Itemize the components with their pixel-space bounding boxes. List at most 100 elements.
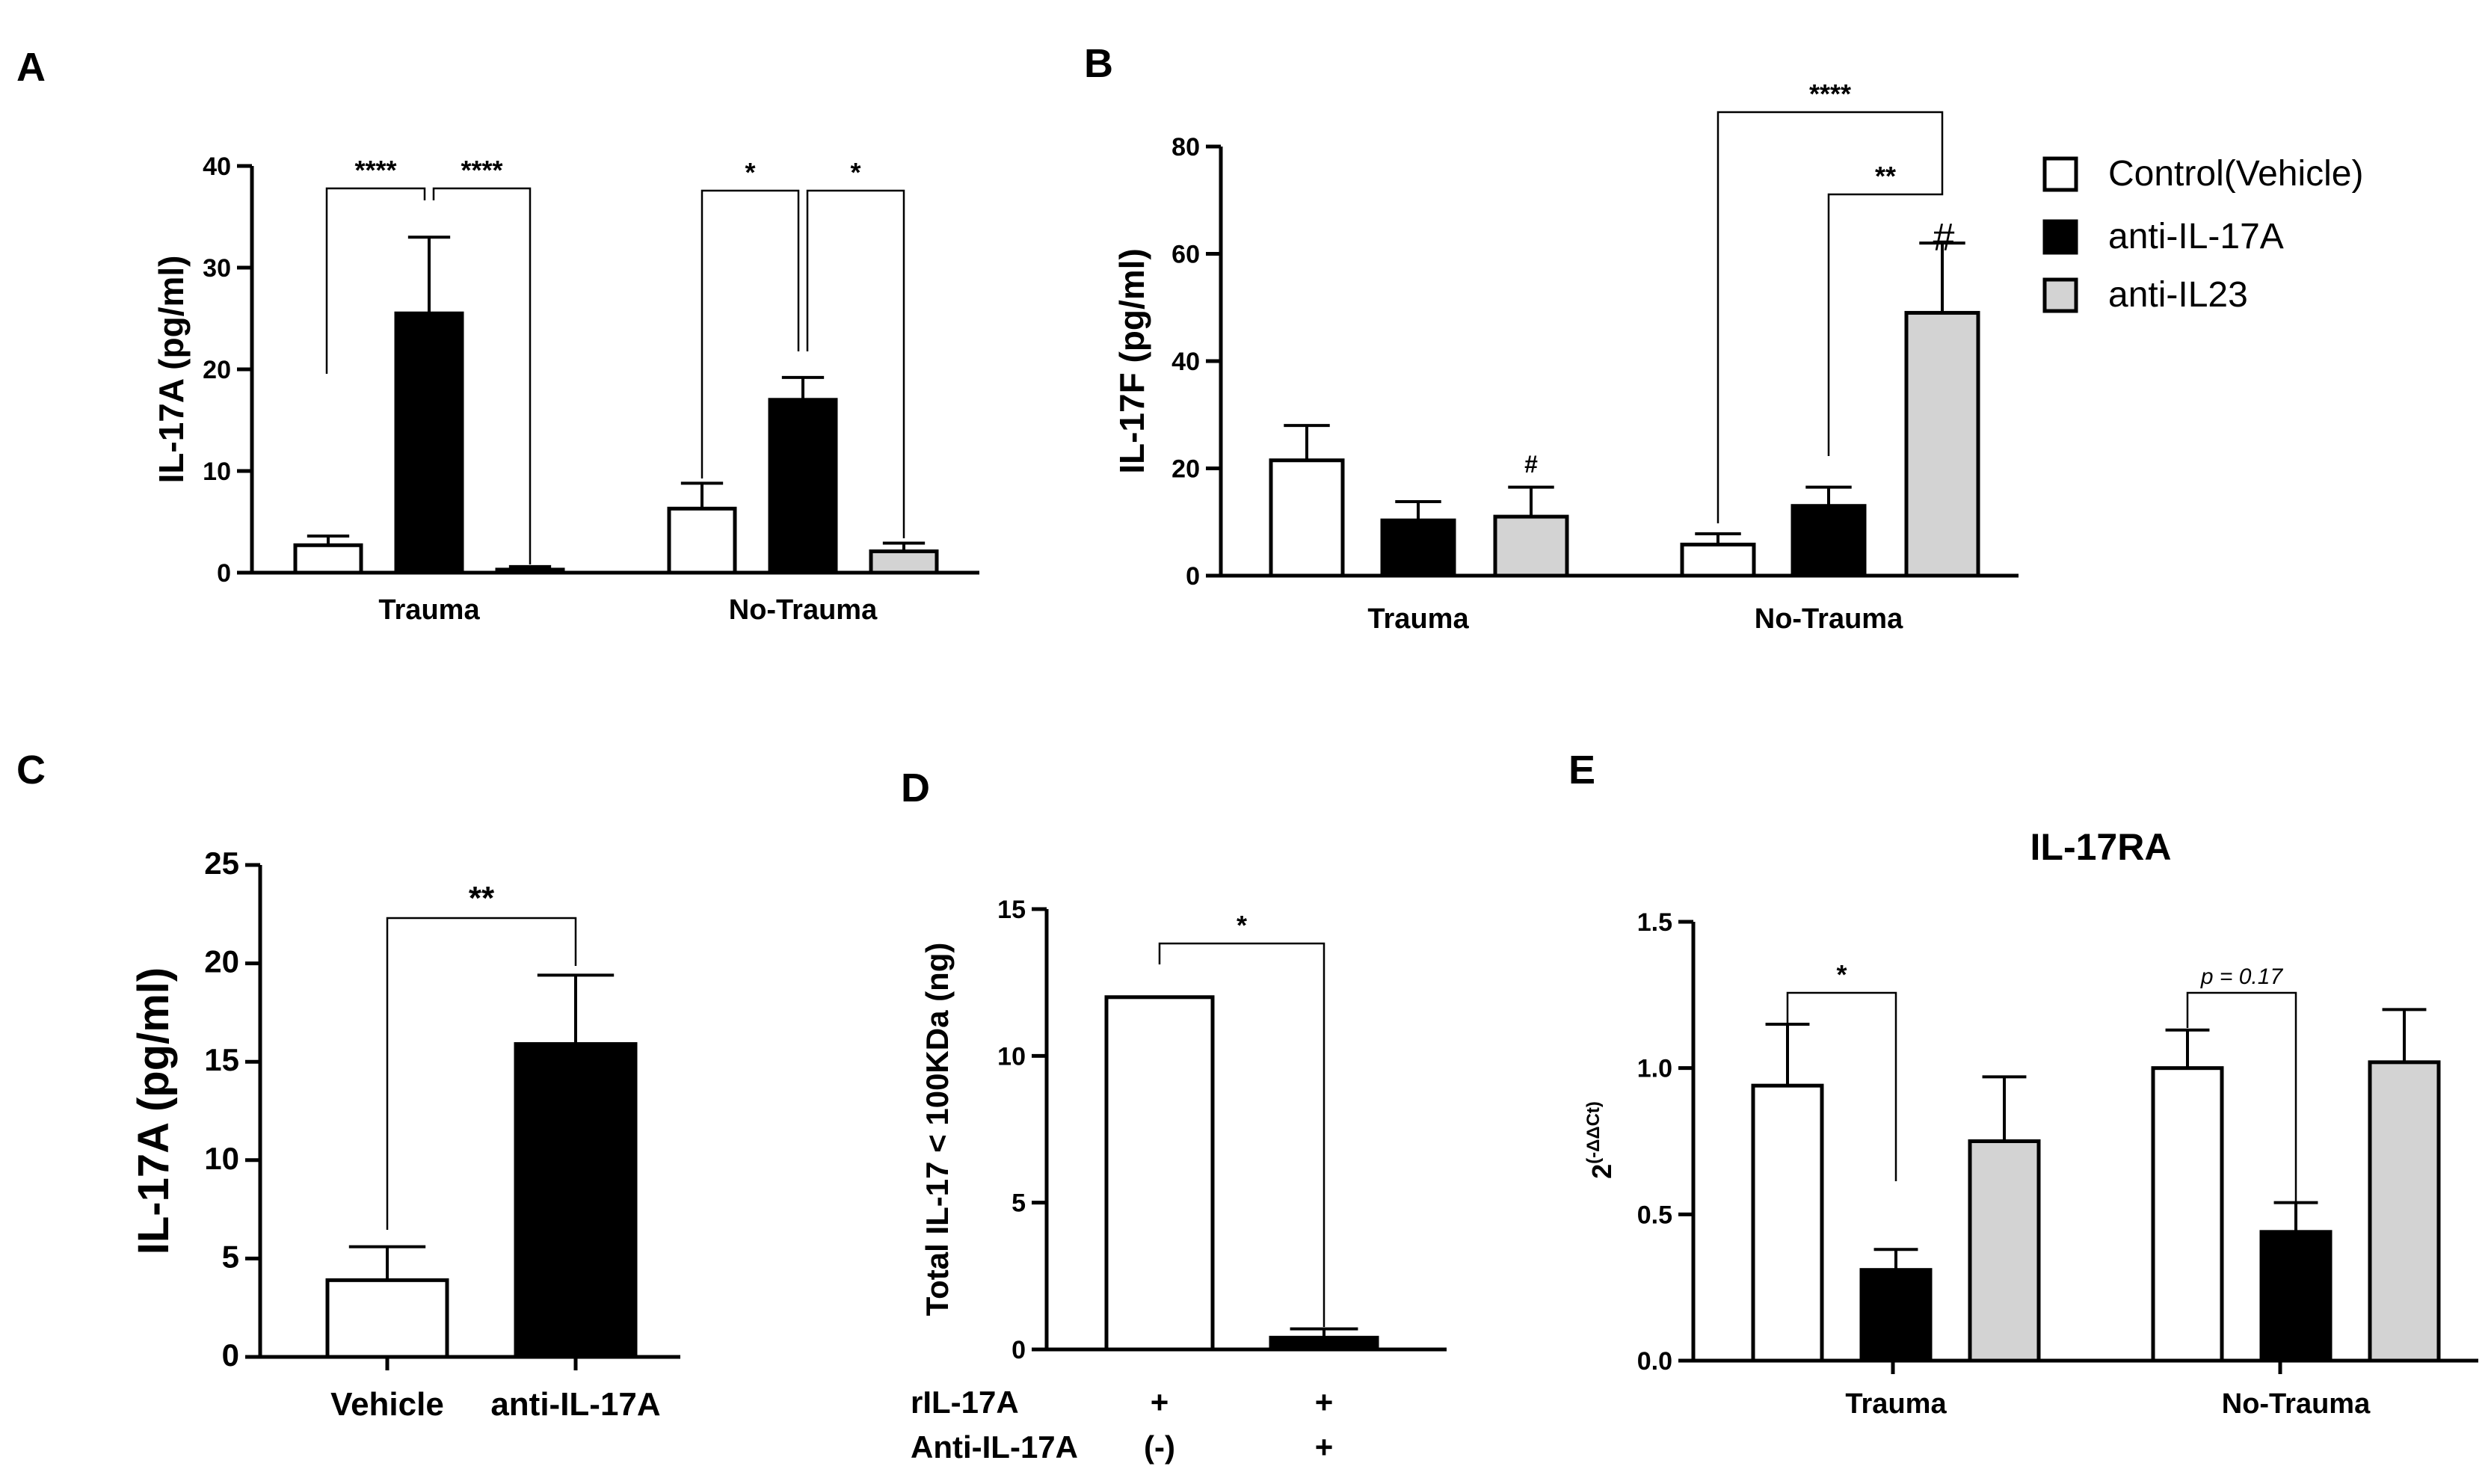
condition-value: (-)	[1144, 1429, 1175, 1465]
bar	[1859, 1268, 1933, 1363]
panel-letter-c: C	[16, 748, 46, 792]
bar	[394, 311, 464, 575]
panel-d: 0 5 10 15 Total IL-17 < 100KDa (ng) * rIL-17A +…	[911, 896, 1447, 1465]
legend-swatch-anti-il17a	[2042, 219, 2078, 255]
significance-bracket	[1158, 942, 1325, 1327]
bar	[514, 1042, 638, 1359]
y-tick-label: 60	[1171, 241, 1200, 269]
y-axis-title: 2(-ΔΔCt)	[1583, 1101, 1617, 1179]
bar	[667, 506, 737, 575]
y-tick-label: 0.5	[1637, 1201, 1672, 1229]
y-tick-label: 10	[204, 1141, 239, 1176]
condition-value: +	[1151, 1385, 1169, 1420]
y-tick-label: 0	[1012, 1336, 1026, 1364]
bar	[869, 549, 939, 575]
condition-label: Anti-IL-17A	[911, 1429, 1078, 1465]
y-axis-title: IL-17F (pg/ml)	[1112, 248, 1151, 474]
significance-bracket	[1827, 168, 1944, 456]
y-tick-label: 25	[204, 846, 239, 881]
y-tick-label: 5	[222, 1239, 239, 1274]
significance-bracket	[2186, 991, 2297, 1202]
significance-label: **	[469, 880, 495, 917]
significance-bracket	[806, 189, 905, 538]
x-category-label: anti-IL-17A	[490, 1386, 660, 1423]
chart-title: IL-17RA	[2030, 826, 2172, 868]
y-tick-label: 1.0	[1637, 1055, 1672, 1083]
bar	[1680, 542, 1756, 578]
y-axis-title: Total IL-17 < 100KDa (ng)	[920, 943, 955, 1317]
y-tick-label: 0.0	[1637, 1347, 1672, 1376]
legend: Control(Vehicle) anti-IL-17A anti-IL23	[2042, 154, 2363, 315]
bar	[293, 543, 363, 575]
significance-bracket	[1716, 111, 1944, 523]
y-axis-title: IL-17A (pg/ml)	[129, 967, 178, 1255]
significance-bracket	[701, 189, 800, 478]
significance-label: *	[1836, 959, 1847, 990]
panel-letter-b: B	[1084, 41, 1113, 86]
significance-label: p = 0.17	[2200, 964, 2284, 989]
legend-label-anti-il17a: anti-IL-17A	[2108, 217, 2284, 256]
x-category-label: Trauma	[378, 594, 480, 626]
bar	[1269, 1335, 1379, 1352]
y-tick-label: 1.5	[1637, 908, 1672, 937]
significance-label: #	[1524, 451, 1538, 478]
panel-e: 0.0 0.5 1.0 1.5 IL-17RA 2(-ΔΔCt) Trauma No-Trau…	[1583, 826, 2478, 1420]
significance-label: ****	[354, 155, 396, 185]
significance-label: #	[1933, 216, 1955, 259]
x-category-label: No-Trauma	[2222, 1388, 2371, 1420]
y-tick-label: 30	[203, 254, 231, 283]
legend-swatch-anti-il23	[2042, 277, 2078, 313]
bar	[2151, 1066, 2224, 1363]
y-tick-label: 20	[1171, 455, 1200, 484]
significance-label: *	[745, 157, 755, 188]
panel-letter-d: D	[901, 766, 930, 810]
bar	[2368, 1060, 2441, 1363]
x-category-label: No-Trauma	[729, 594, 878, 626]
y-tick-label: 10	[997, 1042, 1026, 1071]
panel-b: 0 20 40 60 80 IL-17F (pg/ml) Trauma No-Trauma # *…	[1112, 78, 2019, 635]
y-tick-label: 40	[1171, 348, 1200, 376]
legend-label-anti-il23: anti-IL23	[2108, 275, 2248, 315]
legend-swatch-control	[2042, 156, 2078, 192]
bar	[1904, 310, 1980, 578]
significance-label: ****	[461, 155, 502, 185]
bar	[2259, 1230, 2333, 1363]
y-tick-label: 0	[1186, 562, 1200, 591]
condition-value: +	[1315, 1429, 1334, 1465]
significance-label: *	[850, 157, 860, 188]
bar	[768, 398, 838, 575]
significance-label: ****	[1809, 78, 1851, 109]
condition-value: +	[1315, 1385, 1334, 1420]
y-axis-title: IL-17A (pg/ml)	[152, 256, 191, 484]
significance-label: *	[1237, 910, 1247, 940]
bar	[1269, 458, 1345, 578]
bar	[495, 567, 565, 575]
y-tick-label: 0	[217, 559, 231, 588]
x-category-label: No-Trauma	[1755, 603, 1903, 635]
significance-label: **	[1875, 161, 1896, 191]
panel-letter-a: A	[16, 45, 46, 90]
bar	[1968, 1139, 2041, 1363]
panel-c: 0 5 10 15 20 25 IL-17A (pg/ml) Vehicle anti-IL-1…	[129, 846, 680, 1423]
panel-letter-e: E	[1568, 748, 1595, 792]
significance-bracket	[386, 917, 577, 1230]
bar	[1790, 504, 1867, 578]
bar	[1380, 518, 1456, 578]
legend-label-control: Control(Vehicle)	[2108, 154, 2363, 194]
significance-bracket	[432, 187, 532, 564]
x-category-label: Trauma	[1367, 603, 1469, 635]
x-category-label: Trauma	[1845, 1388, 1947, 1420]
bar	[325, 1278, 449, 1359]
condition-label: rIL-17A	[911, 1385, 1019, 1420]
y-tick-label: 20	[203, 356, 231, 384]
x-category-label: Vehicle	[330, 1386, 444, 1423]
y-tick-label: 40	[203, 153, 231, 181]
y-tick-label: 5	[1012, 1189, 1026, 1218]
bar	[1104, 995, 1215, 1352]
y-tick-label: 80	[1171, 133, 1200, 161]
bar	[1751, 1083, 1824, 1363]
y-tick-label: 15	[204, 1042, 239, 1077]
y-tick-label: 20	[204, 944, 239, 979]
